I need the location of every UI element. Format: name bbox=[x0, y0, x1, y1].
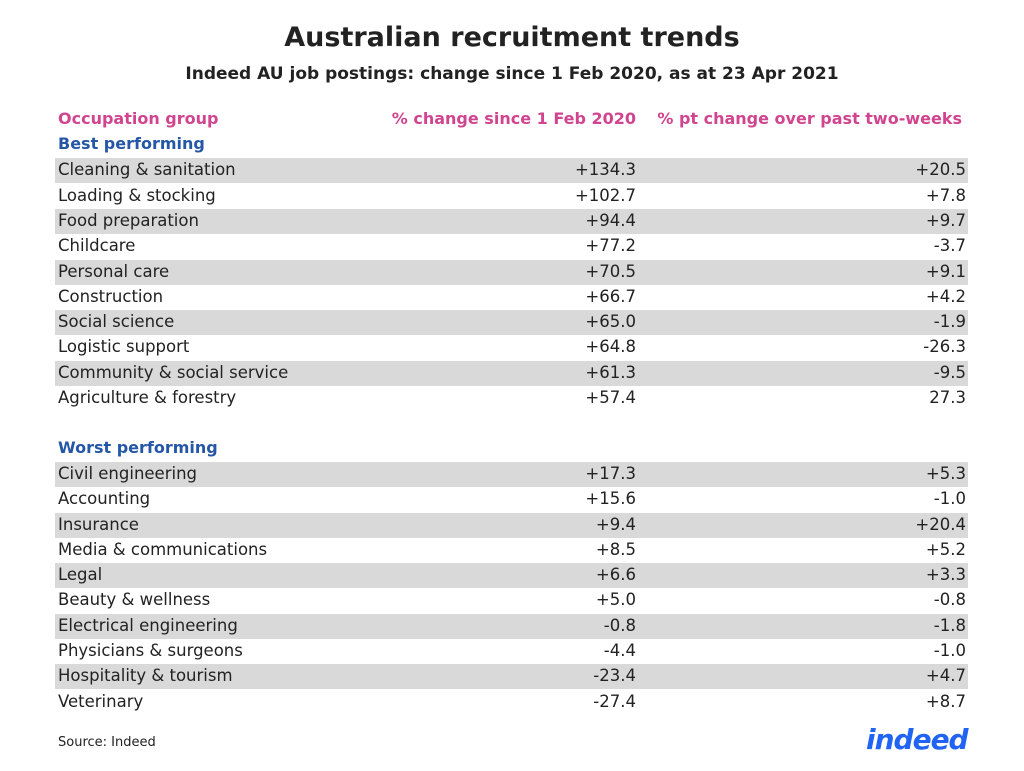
row-band bbox=[55, 613, 968, 639]
cell-value: +15.6 bbox=[585, 489, 636, 509]
cell-value: +3.3 bbox=[925, 565, 966, 585]
cell-value: +8.5 bbox=[595, 539, 636, 559]
section-title: Best performing bbox=[58, 134, 205, 153]
row-label: Loading & stocking bbox=[58, 185, 216, 205]
cell-value: +8.7 bbox=[925, 691, 966, 711]
row-label: Media & communications bbox=[58, 539, 268, 559]
cell-value: +5.2 bbox=[925, 539, 966, 559]
cell-value: -0.8 bbox=[933, 590, 966, 610]
cell-value: +9.4 bbox=[595, 514, 636, 534]
cell-value: -1.0 bbox=[933, 641, 966, 660]
logo: indeed bbox=[866, 723, 969, 756]
source: Source: Indeed bbox=[58, 735, 156, 750]
cell-value: -0.8 bbox=[603, 615, 636, 635]
cell-value: +20.5 bbox=[915, 160, 966, 180]
cell-value: +17.3 bbox=[585, 463, 636, 483]
cell-value: -1.0 bbox=[933, 489, 966, 509]
cell-value: +7.8 bbox=[925, 185, 966, 205]
row-label: Logistic support bbox=[58, 337, 190, 357]
cell-value: +57.4 bbox=[585, 388, 636, 407]
cell-value: +9.7 bbox=[925, 210, 966, 230]
column-header: Occupation group bbox=[58, 109, 219, 128]
row-label: Hospitality & tourism bbox=[58, 666, 233, 686]
row-label: Food preparation bbox=[58, 210, 199, 230]
cell-value: +77.2 bbox=[585, 236, 636, 256]
cell-value: 27.3 bbox=[929, 388, 966, 407]
cell-value: +65.0 bbox=[585, 312, 636, 332]
row-band bbox=[55, 310, 968, 336]
column-header: % pt change over past two-weeks bbox=[657, 109, 962, 128]
row-label: Childcare bbox=[58, 236, 136, 256]
cell-value: +134.3 bbox=[574, 160, 636, 180]
cell-value: -27.4 bbox=[593, 691, 636, 711]
row-band bbox=[55, 208, 968, 234]
cell-value: +4.7 bbox=[925, 666, 966, 686]
cell-value: -3.7 bbox=[933, 236, 966, 256]
cell-value: -1.9 bbox=[933, 312, 966, 332]
cell-value: +5.0 bbox=[595, 590, 636, 610]
row-label: Personal care bbox=[58, 261, 170, 281]
cell-value: +4.2 bbox=[925, 286, 966, 306]
cell-value: +102.7 bbox=[574, 185, 636, 205]
row-label: Civil engineering bbox=[58, 463, 198, 483]
row-band bbox=[55, 360, 968, 386]
row-label: Social science bbox=[58, 312, 175, 332]
row-label: Agriculture & forestry bbox=[58, 388, 237, 407]
row-band bbox=[55, 664, 968, 690]
row-label: Veterinary bbox=[58, 691, 144, 711]
row-label: Electrical engineering bbox=[58, 615, 238, 635]
cell-value: +9.1 bbox=[925, 261, 966, 281]
row-label: Legal bbox=[58, 565, 103, 585]
cell-value: -26.3 bbox=[923, 337, 966, 357]
cell-value: +5.3 bbox=[925, 463, 966, 483]
row-label: Community & social service bbox=[58, 362, 289, 382]
cell-value: +64.8 bbox=[585, 337, 636, 357]
cell-value: +20.4 bbox=[915, 514, 966, 534]
row-band bbox=[55, 158, 968, 184]
row-band bbox=[55, 563, 968, 589]
row-band bbox=[55, 259, 968, 285]
row-label: Beauty & wellness bbox=[58, 590, 211, 610]
subtitle: Indeed AU job postings: change since 1 F… bbox=[185, 64, 839, 84]
row-label: Insurance bbox=[58, 514, 139, 534]
cell-value: +66.7 bbox=[585, 286, 636, 306]
cell-value: +6.6 bbox=[595, 565, 636, 585]
section-title: Worst performing bbox=[58, 437, 218, 457]
row-band bbox=[55, 512, 968, 538]
row-label: Physicians & surgeons bbox=[58, 641, 243, 660]
column-header: % change since 1 Feb 2020 bbox=[391, 109, 636, 128]
cell-value: -4.4 bbox=[603, 641, 636, 660]
row-label: Construction bbox=[58, 286, 164, 306]
row-band bbox=[55, 461, 968, 487]
cell-value: +70.5 bbox=[585, 261, 636, 281]
cell-value: -1.8 bbox=[933, 615, 966, 635]
row-label: Cleaning & sanitation bbox=[58, 160, 236, 180]
cell-value: -9.5 bbox=[933, 362, 966, 382]
cell-value: -23.4 bbox=[593, 666, 636, 686]
row-label: Accounting bbox=[58, 489, 151, 509]
cell-value: +94.4 bbox=[585, 210, 636, 230]
title: Australian recruitment trends bbox=[284, 22, 740, 53]
cell-value: +61.3 bbox=[585, 362, 636, 382]
